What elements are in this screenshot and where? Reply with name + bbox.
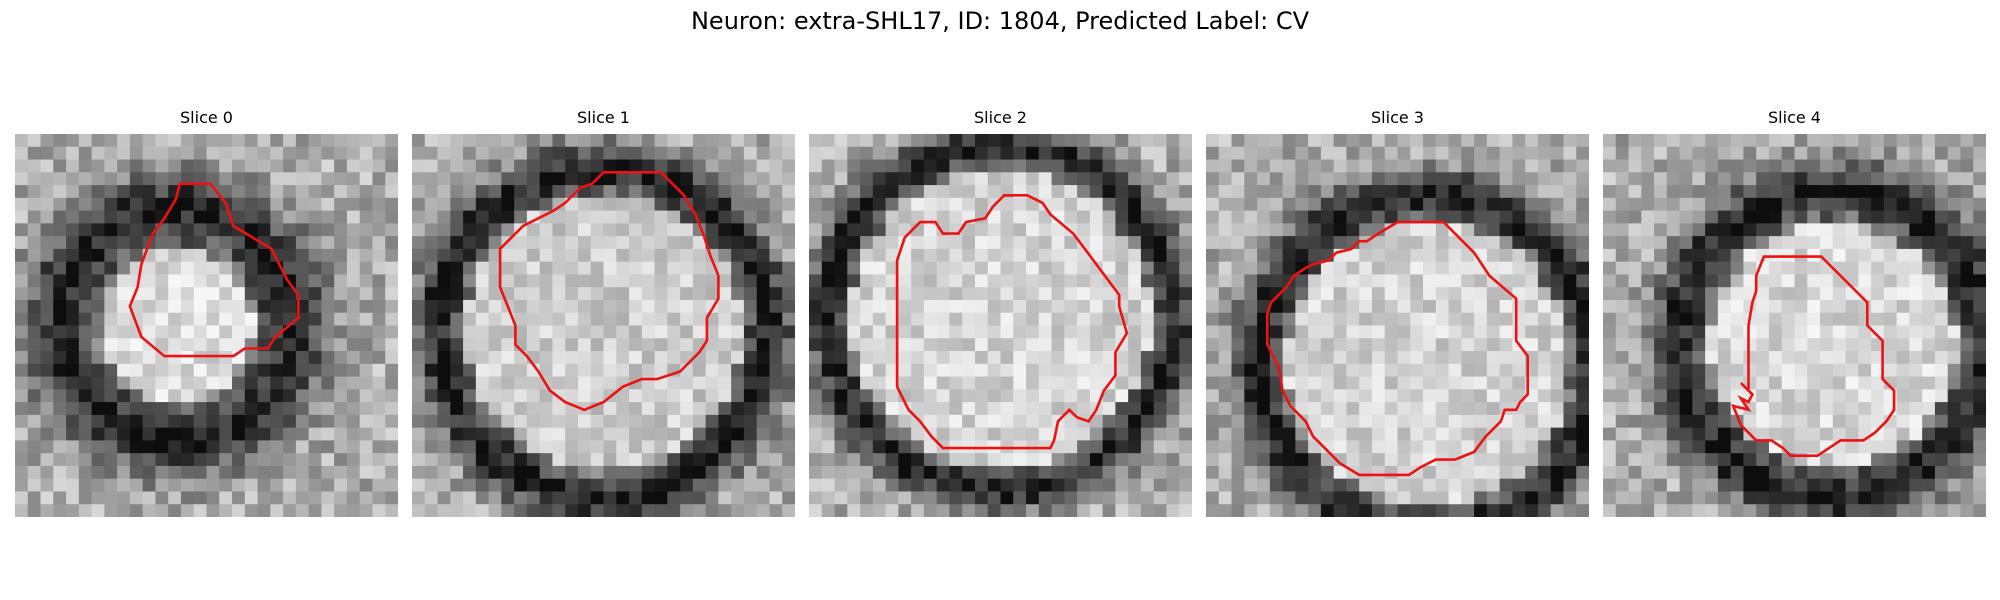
grayscale-texture	[412, 134, 795, 517]
microscopy-slice-image	[1206, 134, 1589, 517]
microscopy-slice-image	[1603, 134, 1986, 517]
microscopy-slice-image	[809, 134, 1192, 517]
slice-title: Slice 1	[577, 108, 630, 127]
grayscale-texture	[15, 134, 398, 517]
microscopy-slice-image	[412, 134, 795, 517]
grayscale-texture	[1603, 134, 1986, 517]
slice-title: Slice 2	[974, 108, 1027, 127]
slice-title: Slice 3	[1371, 108, 1424, 127]
segmentation-contour	[498, 170, 720, 412]
grayscale-texture	[1206, 134, 1589, 517]
slice-title: Slice 4	[1768, 108, 1821, 127]
segmentation-contour	[1731, 255, 1896, 458]
grayscale-texture	[809, 134, 1192, 517]
segmentation-contour	[128, 182, 300, 358]
microscopy-slice-image	[15, 134, 398, 517]
slice-title: Slice 0	[180, 108, 233, 127]
figure-title: Neuron: extra-SHL17, ID: 1804, Predicted…	[690, 7, 1310, 35]
segmentation-contour	[895, 193, 1129, 450]
segmentation-contour	[1265, 220, 1530, 477]
